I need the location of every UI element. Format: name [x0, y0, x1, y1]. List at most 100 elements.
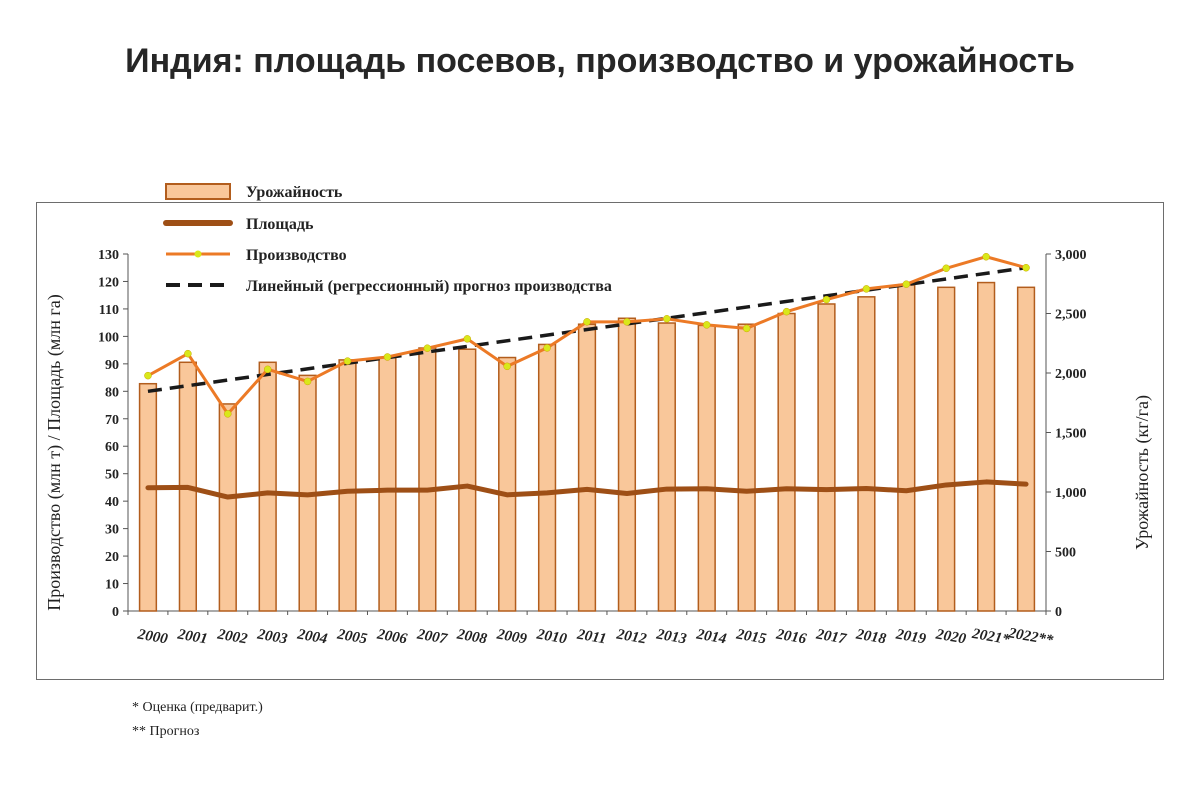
- right-tick-label: 500: [1055, 546, 1076, 561]
- yield-bar: [577, 323, 597, 612]
- legend-marker-production: [194, 250, 202, 258]
- x-tick-label: 2007: [415, 626, 449, 647]
- production-point: [663, 315, 671, 323]
- legend-label-yield: Урожайность: [246, 184, 343, 201]
- left-tick-label: 40: [105, 495, 119, 510]
- production-point: [742, 324, 751, 333]
- x-tick-label: 2016: [774, 626, 808, 647]
- production-point: [1022, 263, 1030, 272]
- left-tick-label: 70: [105, 413, 119, 428]
- production-point: [144, 371, 152, 380]
- yield-bar: [1016, 286, 1036, 612]
- left-tick-label: 50: [105, 468, 119, 483]
- x-tick-label: 2000: [136, 626, 170, 647]
- yield-bar: [258, 361, 277, 612]
- x-tick-label: 2022**: [1006, 625, 1055, 649]
- yield-bar: [537, 343, 557, 612]
- x-tick-label: 2003: [255, 626, 289, 647]
- left-tick-label: 60: [105, 440, 119, 455]
- yield-bar: [458, 348, 477, 612]
- x-tick-label: 2013: [654, 626, 688, 647]
- yield-bar: [338, 359, 357, 612]
- production-point: [263, 365, 272, 374]
- x-tick-label: 2021*: [970, 626, 1011, 649]
- production-point: [942, 264, 950, 273]
- yield-bar: [218, 403, 237, 612]
- production-point: [862, 285, 871, 293]
- yield-bar: [897, 284, 916, 612]
- x-tick-label: 2014: [694, 626, 728, 647]
- legend-swatch-yield: [165, 183, 231, 200]
- production-point: [902, 280, 911, 288]
- production-point: [343, 357, 352, 365]
- production-point: [423, 344, 432, 352]
- production-point: [583, 318, 591, 326]
- yield-bar: [937, 286, 956, 612]
- production-point: [303, 377, 312, 386]
- production-point: [822, 295, 831, 304]
- yield-bar: [737, 323, 756, 612]
- production-point: [702, 321, 711, 329]
- production-point: [383, 353, 392, 361]
- production-point: [463, 335, 472, 343]
- left-tick-label: 10: [105, 578, 119, 593]
- legend-label-area: Площадь: [246, 216, 314, 233]
- x-tick-label: 2002: [215, 626, 249, 647]
- footnote-estimate: * Оценка (предварит.): [132, 700, 263, 715]
- x-tick-label: 2012: [614, 626, 648, 647]
- y-right-axis-label: Урожайность (кг/га): [1132, 395, 1153, 550]
- y-left-axis-label: Производство (млн т) / Площадь (млн га): [44, 294, 65, 610]
- production-point: [782, 307, 791, 316]
- legend-label-trend: Линейный (регрессионный) прогноз произво…: [246, 278, 612, 295]
- left-tick-label: 90: [105, 358, 119, 373]
- x-tick-label: 2009: [495, 626, 529, 647]
- production-point: [543, 344, 551, 352]
- left-tick-label: 0: [112, 605, 119, 620]
- yield-bar: [857, 296, 876, 612]
- left-tick-label: 130: [98, 248, 119, 263]
- x-tick-label: 2018: [854, 626, 888, 647]
- yield-bar: [138, 382, 158, 612]
- yield-bar: [976, 281, 996, 612]
- left-tick-label: 80: [105, 385, 119, 400]
- left-tick-label: 120: [98, 275, 119, 290]
- right-tick-label: 2,500: [1055, 308, 1087, 323]
- x-tick-label: 2001: [175, 626, 208, 647]
- yield-bar: [418, 347, 437, 612]
- area-line: [145, 479, 1029, 500]
- right-tick-label: 3,000: [1055, 248, 1087, 263]
- right-tick-label: 1,000: [1055, 486, 1087, 501]
- x-tick-label: 2006: [375, 626, 409, 647]
- production-point: [184, 349, 192, 358]
- yield-bar: [657, 322, 676, 612]
- x-tick-label: 2004: [295, 626, 329, 647]
- x-tick-label: 2005: [335, 626, 369, 647]
- yield-bar: [378, 356, 397, 612]
- x-tick-label: 2010: [535, 626, 569, 647]
- left-tick-label: 110: [99, 303, 119, 318]
- legend-label-production: Производство: [246, 247, 347, 264]
- x-tick-label: 2020: [934, 626, 968, 647]
- chart-title: Индия: площадь посевов, производство и у…: [125, 42, 1075, 80]
- yield-bar: [697, 324, 716, 612]
- x-tick-label: 2011: [575, 626, 608, 647]
- yield-bar: [498, 356, 517, 612]
- x-tick-label: 2008: [455, 626, 489, 647]
- yield-bar: [817, 303, 836, 612]
- right-tick-label: 2,000: [1055, 367, 1087, 382]
- production-point: [224, 410, 232, 418]
- legend: Урожайность Площадь Производство Линейны…: [163, 183, 612, 295]
- chart-frame: [36, 202, 1164, 680]
- footnote-forecast: ** Прогноз: [132, 724, 200, 739]
- production-point: [503, 362, 511, 371]
- production-point: [982, 252, 990, 261]
- production-point: [623, 318, 631, 326]
- left-tick-label: 20: [105, 550, 119, 565]
- yield-bar: [617, 317, 637, 612]
- left-tick-label: 30: [105, 523, 119, 538]
- yield-bar: [777, 312, 796, 612]
- x-tick-label: 2015: [734, 626, 768, 647]
- right-tick-label: 0: [1055, 605, 1062, 620]
- right-tick-label: 1,500: [1055, 427, 1087, 442]
